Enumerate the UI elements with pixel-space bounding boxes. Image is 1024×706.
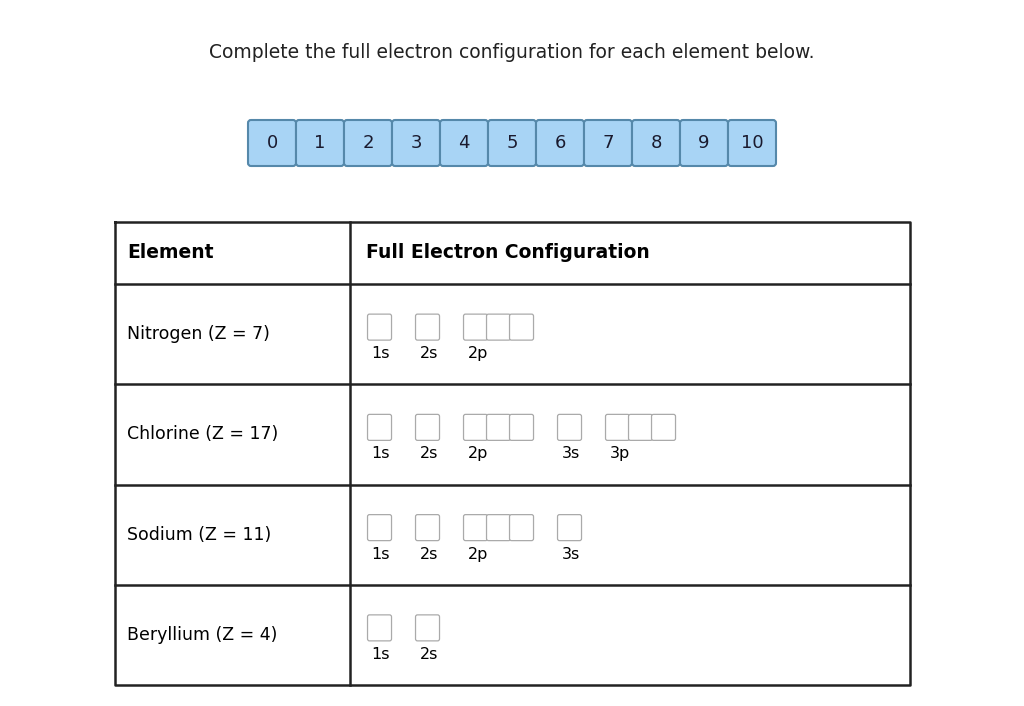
Text: 3s: 3s [561, 446, 580, 462]
FancyBboxPatch shape [510, 414, 534, 441]
Text: 3s: 3s [561, 546, 580, 562]
Text: 1s: 1s [372, 346, 390, 361]
Text: 4: 4 [459, 134, 470, 152]
FancyBboxPatch shape [557, 414, 582, 441]
Text: 2s: 2s [420, 346, 438, 361]
FancyBboxPatch shape [728, 120, 776, 166]
Text: 1: 1 [314, 134, 326, 152]
FancyBboxPatch shape [440, 120, 488, 166]
FancyBboxPatch shape [464, 414, 487, 441]
Text: 7: 7 [602, 134, 613, 152]
Text: 2s: 2s [420, 446, 438, 462]
FancyBboxPatch shape [632, 120, 680, 166]
FancyBboxPatch shape [368, 414, 391, 441]
FancyBboxPatch shape [464, 515, 487, 541]
FancyBboxPatch shape [248, 120, 296, 166]
Text: Nitrogen (Z = 7): Nitrogen (Z = 7) [127, 325, 270, 343]
FancyBboxPatch shape [536, 120, 584, 166]
FancyBboxPatch shape [416, 515, 439, 541]
FancyBboxPatch shape [557, 515, 582, 541]
FancyBboxPatch shape [344, 120, 392, 166]
Text: Complete the full electron configuration for each element below.: Complete the full electron configuration… [209, 42, 815, 61]
Text: 10: 10 [740, 134, 763, 152]
Text: 6: 6 [554, 134, 565, 152]
FancyBboxPatch shape [605, 414, 630, 441]
Text: 2s: 2s [420, 647, 438, 662]
Text: Sodium (Z = 11): Sodium (Z = 11) [127, 526, 271, 544]
FancyBboxPatch shape [629, 414, 652, 441]
FancyBboxPatch shape [368, 314, 391, 340]
Text: 2p: 2p [468, 546, 487, 562]
FancyBboxPatch shape [510, 314, 534, 340]
Text: 9: 9 [698, 134, 710, 152]
Text: 2p: 2p [468, 346, 487, 361]
FancyBboxPatch shape [368, 615, 391, 641]
Text: 1s: 1s [372, 647, 390, 662]
FancyBboxPatch shape [416, 314, 439, 340]
FancyBboxPatch shape [584, 120, 632, 166]
Text: 2s: 2s [420, 546, 438, 562]
Text: Element: Element [127, 244, 213, 263]
Text: Beryllium (Z = 4): Beryllium (Z = 4) [127, 626, 278, 644]
Text: Chlorine (Z = 17): Chlorine (Z = 17) [127, 426, 279, 443]
Text: 0: 0 [266, 134, 278, 152]
FancyBboxPatch shape [368, 515, 391, 541]
FancyBboxPatch shape [486, 515, 511, 541]
Text: 8: 8 [650, 134, 662, 152]
FancyBboxPatch shape [486, 414, 511, 441]
Text: 3p: 3p [609, 446, 630, 462]
FancyBboxPatch shape [651, 414, 676, 441]
Text: 3: 3 [411, 134, 422, 152]
FancyBboxPatch shape [486, 314, 511, 340]
FancyBboxPatch shape [680, 120, 728, 166]
Text: 2p: 2p [468, 446, 487, 462]
Text: 2: 2 [362, 134, 374, 152]
Text: Full Electron Configuration: Full Electron Configuration [366, 244, 649, 263]
FancyBboxPatch shape [392, 120, 440, 166]
FancyBboxPatch shape [416, 414, 439, 441]
FancyBboxPatch shape [416, 615, 439, 641]
FancyBboxPatch shape [464, 314, 487, 340]
FancyBboxPatch shape [296, 120, 344, 166]
Text: 5: 5 [506, 134, 518, 152]
FancyBboxPatch shape [510, 515, 534, 541]
Text: 1s: 1s [372, 446, 390, 462]
Text: 1s: 1s [372, 546, 390, 562]
FancyBboxPatch shape [488, 120, 536, 166]
